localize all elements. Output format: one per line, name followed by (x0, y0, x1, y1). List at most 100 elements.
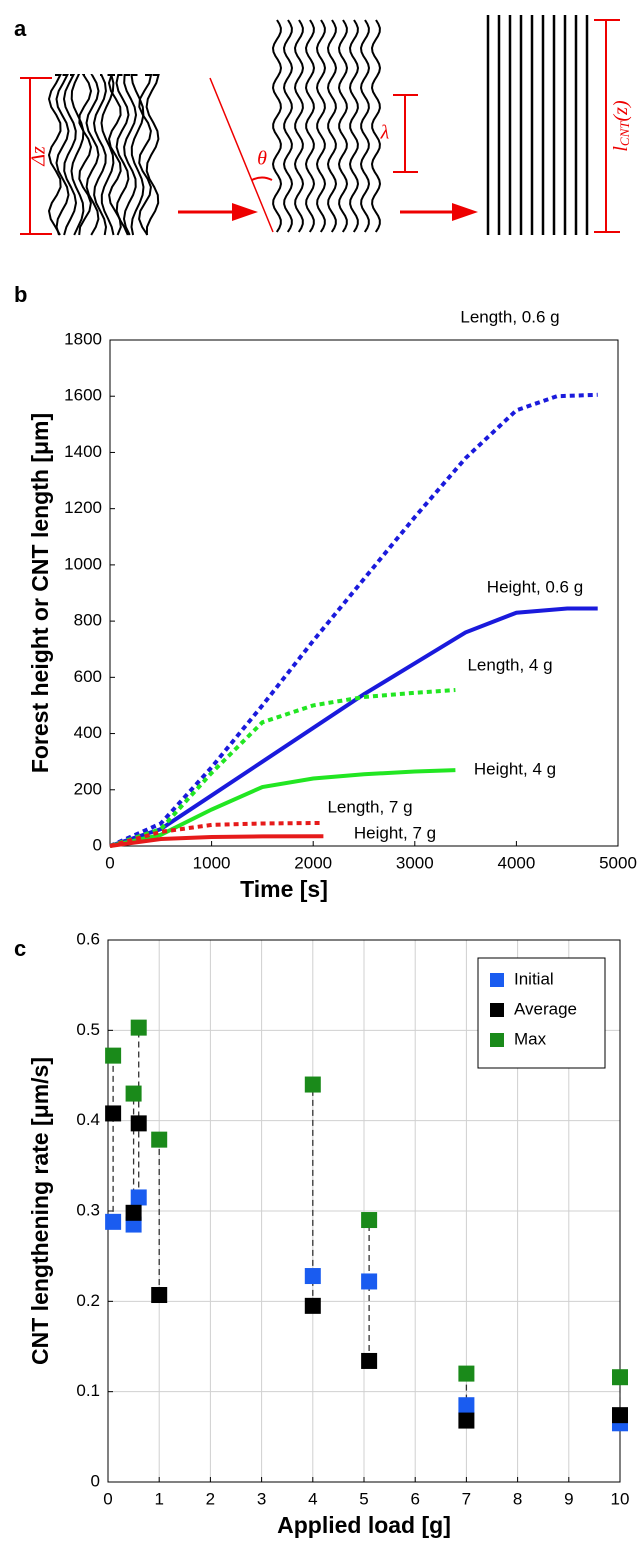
x-tick-label: 0 (103, 1489, 112, 1508)
cnt-tangled (62, 74, 78, 236)
y-tick-label: 0.6 (76, 929, 100, 948)
cnt-tangled (130, 74, 145, 236)
cnt-wavy (337, 19, 349, 233)
x-tick-label: 3 (257, 1489, 266, 1508)
y-tick-label: 0 (91, 1471, 100, 1490)
cnt-wavy (293, 19, 305, 233)
label-l: l (610, 146, 632, 152)
point (105, 1213, 122, 1230)
y-tick-label: 1200 (64, 498, 102, 517)
series-label: Height, 0.6 g (487, 577, 583, 596)
point (612, 1407, 628, 1424)
y-tick-label: 1000 (64, 554, 102, 573)
plot-frame (109, 339, 619, 847)
cnt-wavy (315, 19, 327, 233)
y-tick-label: 200 (74, 779, 102, 798)
label-dz: Δz (28, 146, 50, 167)
label-arg: (z) (610, 100, 632, 121)
series-line (109, 392, 598, 848)
series-line (109, 606, 598, 848)
x-tick-label: 9 (564, 1489, 573, 1508)
x-axis-label: Applied load [g] (277, 1512, 451, 1538)
cnt-tangled (138, 74, 153, 236)
legend-marker (490, 1003, 504, 1017)
cnt-tangled (107, 74, 122, 236)
x-tick-label: 8 (513, 1489, 522, 1508)
y-tick-label: 1800 (64, 329, 102, 348)
y-tick-label: 0.4 (76, 1110, 100, 1129)
series-line (109, 768, 456, 848)
legend-marker (490, 1033, 504, 1047)
label-lcnt: lCNT(z) (610, 100, 632, 152)
y-axis-label: Forest height or CNT length [μm] (27, 413, 53, 773)
arrow-head (232, 203, 258, 221)
arrow-head (452, 203, 478, 221)
panel-label: c (14, 936, 26, 961)
cnt-wavy (370, 19, 382, 233)
x-tick-label: 4000 (497, 853, 535, 872)
legend-marker (490, 973, 504, 987)
series-label: Height, 7 g (354, 823, 436, 842)
series-line (109, 834, 324, 848)
point (130, 1019, 147, 1036)
cnt-wavy (304, 19, 316, 233)
legend-label: Average (514, 999, 577, 1018)
cnt-tangled (55, 74, 70, 236)
x-tick-label: 5 (359, 1489, 368, 1508)
y-tick-label: 0 (93, 835, 102, 854)
series-line (109, 820, 324, 848)
y-tick-label: 0.5 (76, 1020, 100, 1039)
y-tick-label: 0.1 (76, 1381, 100, 1400)
series-label: Length, 4 g (467, 655, 552, 674)
point (458, 1397, 475, 1414)
legend-label: Initial (514, 969, 554, 988)
y-axis-label: CNT lengthening rate [μm/s] (27, 1057, 53, 1365)
point (458, 1365, 475, 1382)
cnt-tangled (78, 74, 93, 236)
point (151, 1287, 168, 1304)
point (125, 1204, 142, 1221)
y-tick-label: 0.3 (76, 1200, 100, 1219)
y-tick-label: 600 (74, 667, 102, 686)
cnt-drawing (47, 15, 589, 236)
x-tick-label: 1000 (193, 853, 231, 872)
point (105, 1105, 122, 1122)
cnt-tangled (122, 74, 138, 236)
cnt-tangled (70, 74, 85, 236)
legend-label: Max (514, 1029, 547, 1048)
point (361, 1273, 378, 1290)
y-tick-label: 800 (74, 611, 102, 630)
x-axis-label: Time [s] (240, 876, 328, 902)
x-tick-label: 3000 (396, 853, 434, 872)
point (130, 1115, 147, 1132)
cnt-tangled (47, 74, 62, 236)
plot-frame (107, 939, 621, 1483)
label-lambda: λ (380, 122, 390, 144)
point (458, 1412, 475, 1429)
label-theta: θ (257, 148, 267, 170)
y-tick-label: 0.2 (76, 1291, 100, 1310)
x-tick-label: 4 (308, 1489, 317, 1508)
x-tick-label: 10 (611, 1489, 630, 1508)
cnt-wavy (271, 19, 283, 233)
x-tick-label: 2 (206, 1489, 215, 1508)
point (304, 1268, 321, 1285)
point (304, 1297, 321, 1314)
y-tick-label: 1400 (64, 442, 102, 461)
cnt-wavy (348, 19, 360, 233)
y-tick-label: 400 (74, 723, 102, 742)
cnt-wavy (359, 19, 371, 233)
series-label: Length, 7 g (327, 797, 412, 816)
cnt-tangled (115, 74, 130, 236)
cnt-tangled (145, 74, 160, 236)
panel-label: b (14, 282, 27, 307)
point (361, 1352, 378, 1369)
cnt-wavy (326, 19, 338, 233)
x-tick-label: 6 (410, 1489, 419, 1508)
x-tick-label: 0 (105, 853, 114, 872)
point (361, 1212, 378, 1229)
x-tick-label: 5000 (599, 853, 637, 872)
point (125, 1085, 142, 1102)
point (151, 1131, 168, 1148)
